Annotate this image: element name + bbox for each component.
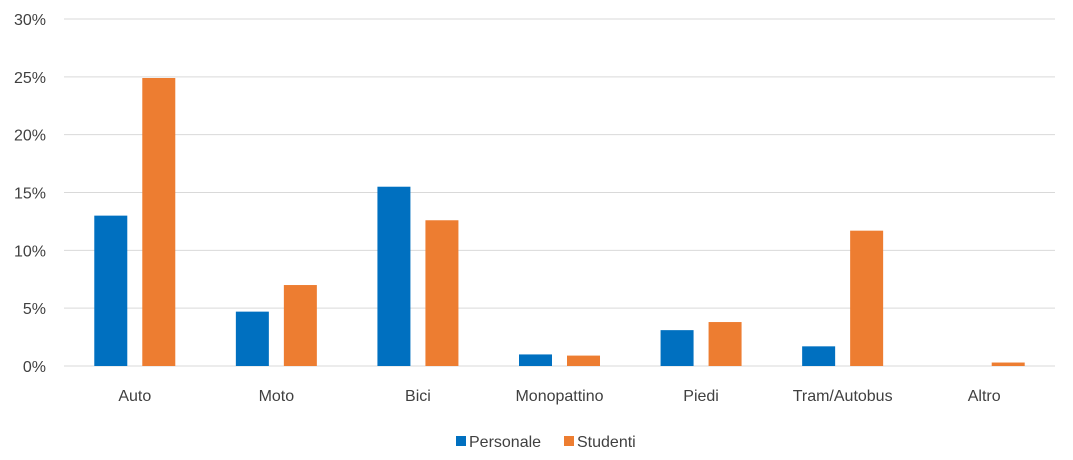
bar-studenti-bici xyxy=(425,220,459,366)
y-tick-label: 15% xyxy=(14,186,46,203)
legend-swatch-personale xyxy=(456,436,466,446)
bar-personale-bici xyxy=(377,186,411,366)
y-tick-label: 30% xyxy=(14,12,46,29)
bar-personale-moto xyxy=(235,311,269,366)
x-category-label: Bici xyxy=(405,388,431,405)
bar-studenti-moto xyxy=(283,285,317,366)
bar-studenti-monopattino xyxy=(567,355,600,366)
x-category-label: Piedi xyxy=(683,388,719,405)
y-tick-label: 10% xyxy=(14,243,46,260)
y-tick-label: 5% xyxy=(23,301,46,318)
x-category-label: Tram/Autobus xyxy=(793,388,893,405)
legend-label-personale: Personale xyxy=(469,434,541,451)
bars xyxy=(94,77,1025,367)
bar-personale-auto xyxy=(94,215,128,366)
bar-studenti-auto xyxy=(142,77,176,367)
y-tick-label: 20% xyxy=(14,128,46,145)
y-axis-ticks: 0% 5% 10% 15% 20% 25% 30% xyxy=(14,12,46,376)
bar-studenti-piedi xyxy=(708,322,742,366)
y-tick-label: 0% xyxy=(23,359,46,376)
x-category-label: Moto xyxy=(259,388,295,405)
gridlines xyxy=(64,18,1055,367)
legend: Personale Studenti xyxy=(456,434,636,451)
legend-label-studenti: Studenti xyxy=(577,434,636,451)
legend-swatch-studenti xyxy=(564,436,574,446)
x-axis-categories: Auto Moto Bici Monopattino Piedi Tram/Autobus… xyxy=(118,388,1000,405)
bar-personale-piedi xyxy=(660,330,694,366)
bar-personale-tram-autobus xyxy=(802,346,836,366)
y-tick-label: 25% xyxy=(14,70,46,87)
bar-studenti-tram-autobus xyxy=(850,230,884,366)
x-category-label: Auto xyxy=(118,388,151,405)
x-category-label: Altro xyxy=(968,388,1001,405)
bar-studenti-altro xyxy=(991,362,1025,366)
x-category-label: Monopattino xyxy=(515,388,603,405)
bar-personale-monopattino xyxy=(519,354,552,366)
